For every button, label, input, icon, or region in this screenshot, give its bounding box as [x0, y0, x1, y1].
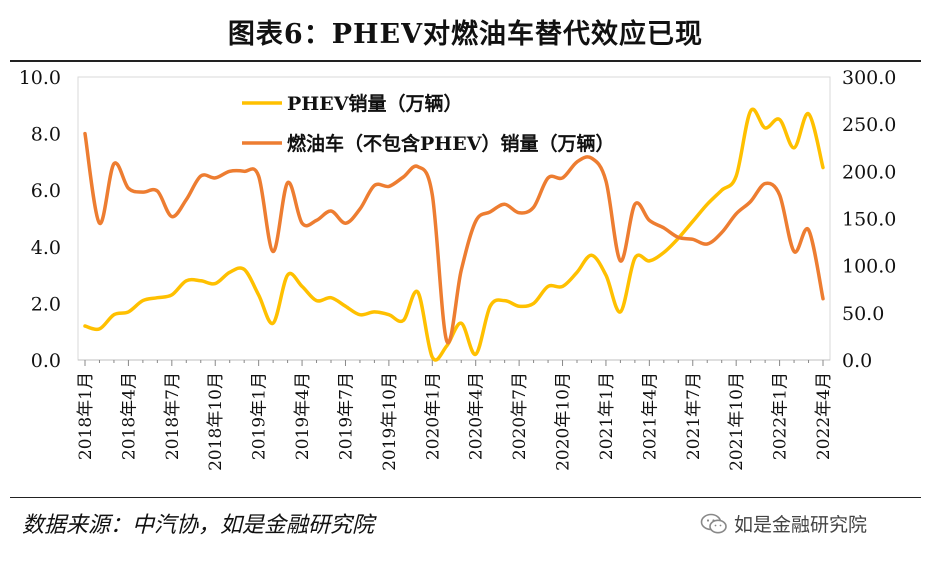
x-tick-label: 2021年7月 — [684, 372, 704, 460]
left-tick-label: 6.0 — [31, 180, 61, 202]
x-tick-label: 2018年1月 — [76, 372, 96, 460]
left-tick-label: 10.0 — [19, 67, 61, 89]
right-tick-label: 200.0 — [842, 161, 896, 183]
x-tick-label: 2019年7月 — [336, 372, 356, 460]
legend-label: PHEV销量（万辆） — [287, 92, 462, 115]
x-tick-label: 2020年10月 — [554, 372, 574, 471]
right-tick-label: 150.0 — [842, 209, 896, 231]
right-tick-label: 250.0 — [842, 114, 896, 136]
x-tick-label: 2021年4月 — [640, 372, 660, 460]
x-tick-label: 2019年1月 — [250, 372, 270, 460]
right-tick-label: 0.0 — [842, 350, 872, 372]
x-tick-label: 2021年1月 — [597, 372, 617, 460]
left-tick-label: 8.0 — [31, 124, 61, 146]
x-tick-label: 2020年4月 — [467, 372, 487, 460]
right-tick-label: 100.0 — [842, 256, 896, 278]
legend-label: 燃油车（不包含PHEV）销量（万辆） — [287, 132, 614, 155]
legend: PHEV销量（万辆） 燃油车（不包含PHEV）销量（万辆） — [242, 92, 614, 155]
right-tick-label: 300.0 — [842, 67, 896, 89]
phev-series-line — [83, 107, 825, 362]
wechat-icon — [700, 513, 727, 533]
line-chart: 0.0 2.0 4.0 6.0 8.0 10.0 0.0 50.0 100.0 150.0 200… — [19, 67, 897, 471]
x-tick-label: 2019年4月 — [293, 372, 313, 460]
axes — [77, 76, 831, 361]
left-tick-label: 2.0 — [31, 293, 61, 315]
series-layer — [83, 107, 825, 362]
x-tick-label: 2018年4月 — [119, 372, 139, 460]
x-tick-label: 2022年1月 — [771, 372, 791, 460]
left-tick-label: 4.0 — [31, 237, 61, 259]
x-tick-label: 2022年4月 — [814, 372, 834, 460]
left-tick-label: 0.0 — [31, 350, 61, 372]
x-tick-label: 2018年10月 — [206, 372, 226, 471]
source-note: 数据来源：中汽协，如是金融研究院 — [22, 513, 375, 538]
top-rule — [10, 60, 921, 62]
watermark-text: 如是金融研究院 — [734, 514, 868, 536]
left-axis-ticks: 0.0 2.0 4.0 6.0 8.0 10.0 — [19, 67, 61, 372]
x-axis-ticks: 2018年1月 2018年4月 2018年7月 2018年10月 2019年1月 2019… — [76, 360, 834, 471]
fuel-series-line — [83, 131, 825, 345]
watermark: 如是金融研究院 — [700, 510, 867, 537]
x-tick-label: 2018年7月 — [163, 372, 183, 460]
x-tick-label: 2021年10月 — [727, 372, 747, 471]
chart-title: 图表6：PHEV对燃油车替代效应已现 — [227, 19, 704, 50]
x-tick-label: 2020年7月 — [510, 372, 530, 460]
right-axis-ticks: 0.0 50.0 100.0 150.0 200.0 250.0 300.0 — [842, 67, 896, 372]
right-tick-label: 50.0 — [842, 303, 884, 325]
bottom-rule — [10, 497, 921, 498]
x-tick-label: 2020年1月 — [423, 372, 443, 460]
x-tick-label: 2019年10月 — [380, 372, 400, 471]
